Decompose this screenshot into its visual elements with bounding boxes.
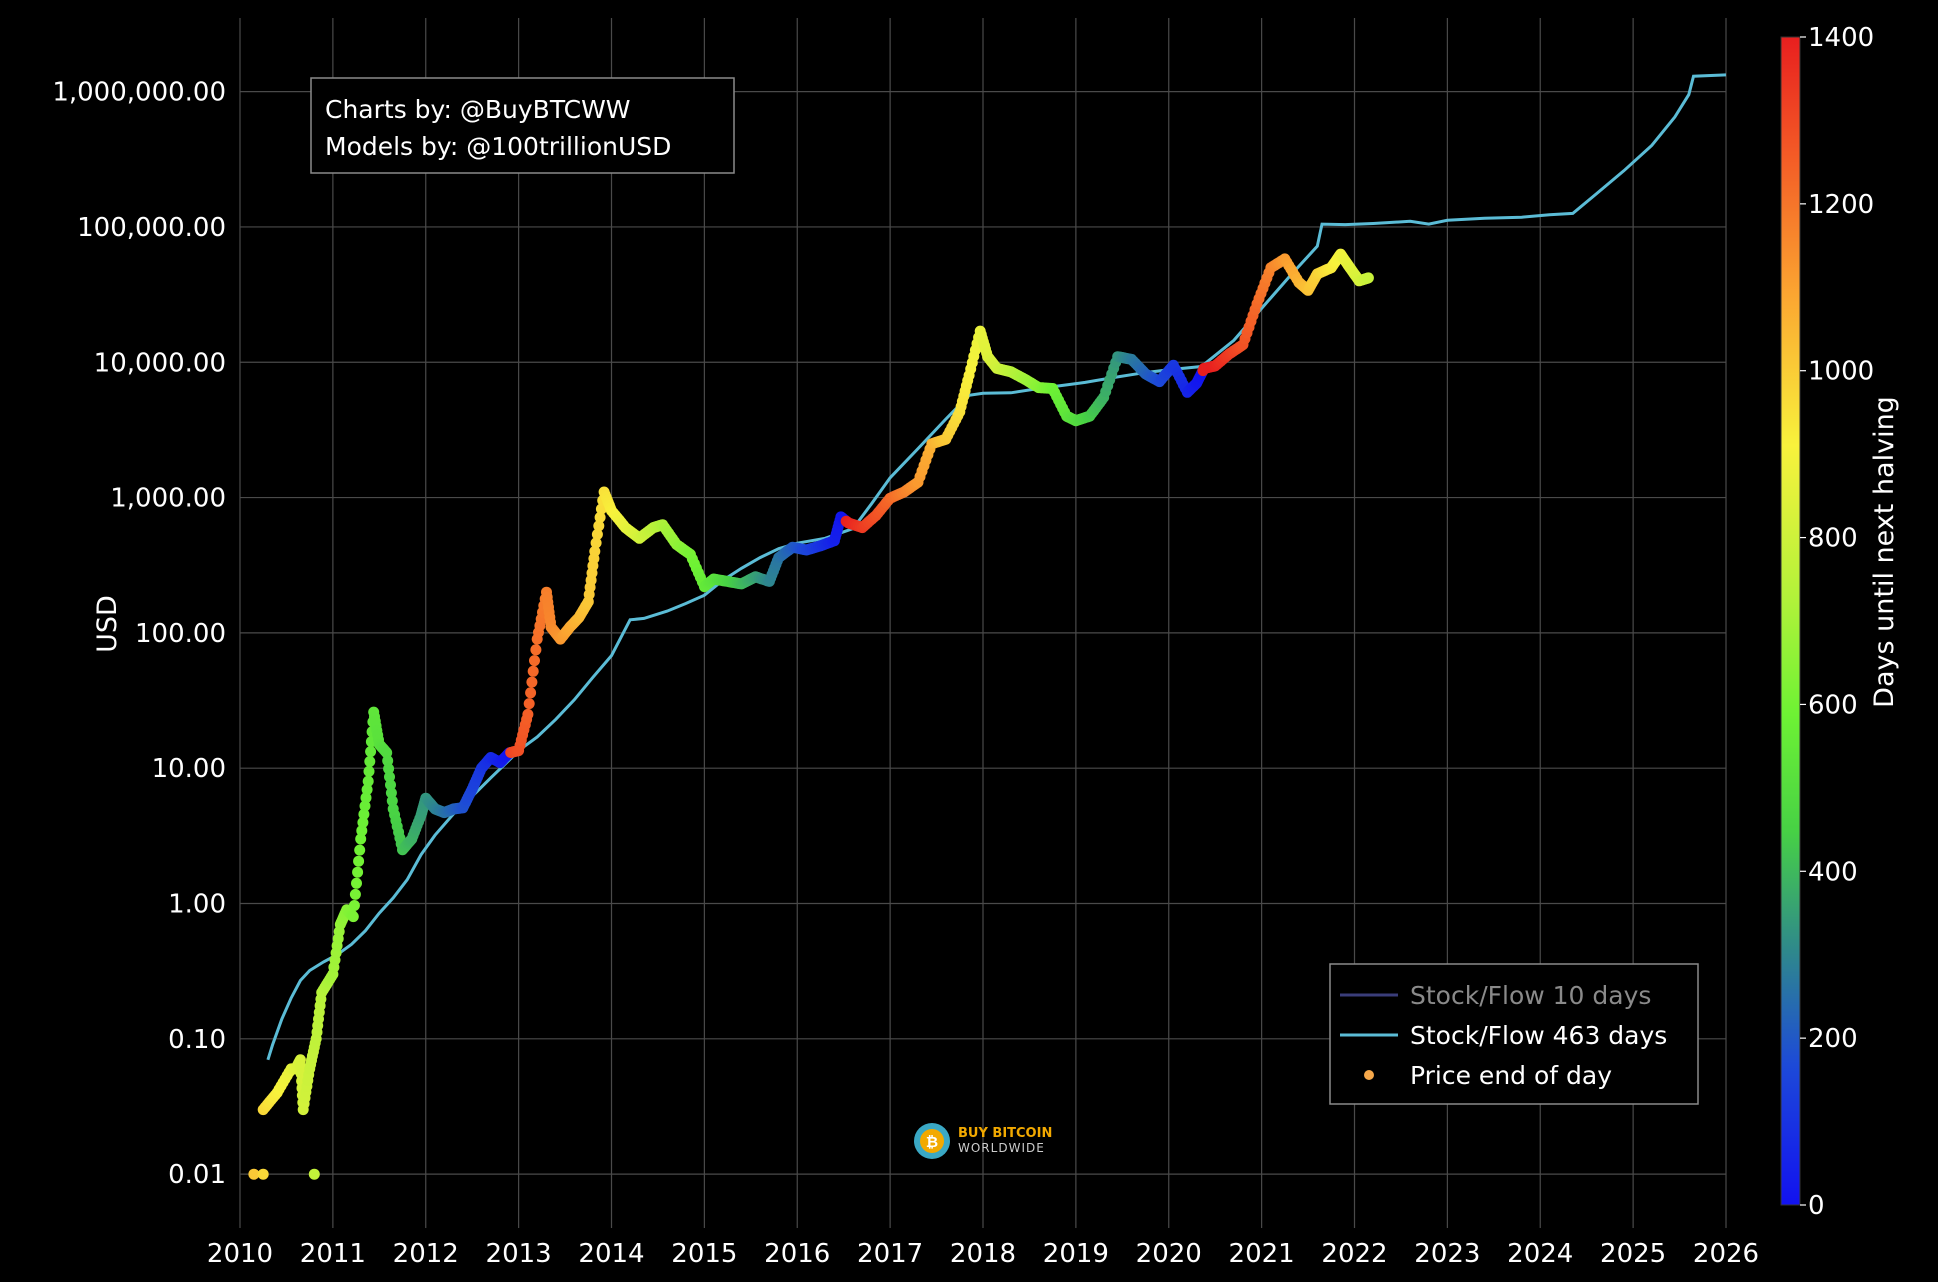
price-point-interp [349, 888, 361, 900]
price-point-interp [530, 644, 542, 656]
x-tick-2022: 2022 [1321, 1239, 1387, 1269]
colorbar-tick-800: 800 [1808, 524, 1858, 554]
colorbar: 0 200 400 600 800 1000 1200 1400 Days until nex… [1780, 23, 1900, 1221]
colorbar-tick-200: 200 [1808, 1024, 1858, 1054]
y-tick-100,000.00: 100,000.00 [77, 213, 226, 243]
price-points [248, 248, 1374, 1180]
price-point [522, 708, 534, 720]
price-point-interp [364, 756, 376, 767]
price-point-interp [386, 795, 398, 807]
bitcoin-icon-glyph: ₿ [926, 1133, 938, 1151]
y-tick-10.00: 10.00 [152, 754, 226, 784]
price-point-interp [353, 855, 365, 867]
price-point [347, 911, 359, 923]
price-point-interp [363, 765, 375, 777]
colorbar-tick-0: 0 [1808, 1191, 1825, 1221]
legend-label-price: Price end of day [1410, 1061, 1612, 1090]
y-tick-1,000.00: 1,000.00 [110, 484, 226, 514]
price-point-interp [382, 755, 394, 767]
price-point-interp [354, 844, 366, 856]
x-tick-2018: 2018 [950, 1239, 1016, 1269]
x-tick-2014: 2014 [578, 1239, 644, 1269]
x-tick-2020: 2020 [1136, 1239, 1202, 1269]
price-point-interp [591, 528, 603, 540]
colorbar-tick-600: 600 [1808, 690, 1858, 720]
price-point-interp [594, 511, 606, 523]
y-tick-labels: 0.01 0.10 1.00 10.00 100.00 1,000.00 10,000.00… [52, 78, 226, 1191]
x-tick-2012: 2012 [393, 1239, 459, 1269]
legend-swatch-price [1364, 1070, 1374, 1080]
x-tick-2019: 2019 [1043, 1239, 1109, 1269]
x-tick-2015: 2015 [671, 1239, 737, 1269]
credits-line-charts: Charts by: @BuyBTCWW [325, 95, 631, 124]
x-tick-labels: 2010 2011 2012 2013 2014 2015 2016 2017 2018 2019… [207, 1239, 1759, 1269]
x-tick-2010: 2010 [207, 1239, 273, 1269]
y-tick-10,000.00: 10,000.00 [94, 348, 226, 378]
price-point [1362, 272, 1374, 284]
x-tick-2023: 2023 [1414, 1239, 1480, 1269]
price-point-interp [365, 746, 377, 758]
y-tick-100.00: 100.00 [135, 619, 226, 649]
price-point-interp [352, 866, 364, 878]
price-point-interp [523, 698, 535, 710]
price-point-interp [358, 808, 370, 820]
price-point-interp [360, 792, 372, 804]
x-tick-2011: 2011 [300, 1239, 366, 1269]
price-point [308, 1168, 320, 1180]
x-tick-2024: 2024 [1507, 1239, 1573, 1269]
price-point-interp [356, 825, 368, 837]
price-point-interp [348, 900, 360, 911]
price-point [362, 775, 374, 787]
x-tick-2013: 2013 [486, 1239, 552, 1269]
sf-463-line [266, 73, 1727, 1061]
price-point-interp [359, 800, 371, 812]
legend-label-sf10: Stock/Flow 10 days [1410, 981, 1651, 1010]
price-point-interp [593, 520, 605, 532]
x-tick-2021: 2021 [1229, 1239, 1295, 1269]
price-point [381, 747, 393, 759]
price-point-interp [384, 771, 395, 783]
colorbar-title: Days until next halving [1869, 396, 1900, 708]
logo-line1: BUY BITCOIN [958, 1126, 1052, 1141]
x-tick-2016: 2016 [764, 1239, 830, 1269]
price-point-interp [357, 817, 369, 828]
price-point-interp [529, 655, 540, 667]
legend-label-sf463: Stock/Flow 463 days [1410, 1021, 1667, 1050]
price-point-interp [590, 537, 602, 549]
price-point [589, 545, 601, 557]
price-point-interp [526, 676, 538, 688]
x-tick-2026: 2026 [1693, 1239, 1759, 1269]
price-point-interp [385, 787, 397, 799]
credits-box: Charts by: @BuyBTCWW Models by: @100tril… [310, 77, 735, 174]
price-point-interp [351, 877, 362, 889]
y-axis-title: USD [92, 595, 123, 653]
price-point-interp [385, 779, 396, 791]
bitcoin-icon-coin [920, 1129, 944, 1153]
price-point-interp [527, 665, 539, 677]
colorbar-tick-1200: 1200 [1808, 190, 1874, 220]
price-point-interp [361, 784, 373, 796]
logo-line2: WORLDWIDE [958, 1141, 1045, 1155]
price-point-interp [383, 763, 395, 775]
colorbar-tick-400: 400 [1808, 857, 1858, 887]
x-tick-2025: 2025 [1600, 1239, 1666, 1269]
colorbar-gradient [1780, 36, 1801, 1206]
y-tick-1,000,000.00: 1,000,000.00 [52, 78, 226, 108]
colorbar-tick-1000: 1000 [1808, 357, 1874, 387]
price-point-interp [525, 687, 537, 699]
credits-line-models: Models by: @100trillionUSD [325, 132, 671, 161]
buy-bitcoin-worldwide-logo: ₿ BUY BITCOIN WORLDWIDE [914, 1123, 1052, 1159]
y-tick-0.01: 0.01 [168, 1160, 226, 1190]
colorbar-tick-1400: 1400 [1808, 23, 1874, 53]
x-tick-2017: 2017 [857, 1239, 923, 1269]
y-tick-0.10: 0.10 [168, 1025, 226, 1055]
price-point [248, 1168, 260, 1180]
y-tick-1.00: 1.00 [168, 890, 226, 920]
colorbar-ticks: 0 200 400 600 800 1000 1200 1400 [1800, 23, 1874, 1221]
legend: Stock/Flow 10 days Stock/Flow 463 days P… [1329, 963, 1699, 1105]
price-point [257, 1168, 269, 1180]
price-point [355, 833, 367, 845]
credits-box-frame [310, 77, 735, 174]
